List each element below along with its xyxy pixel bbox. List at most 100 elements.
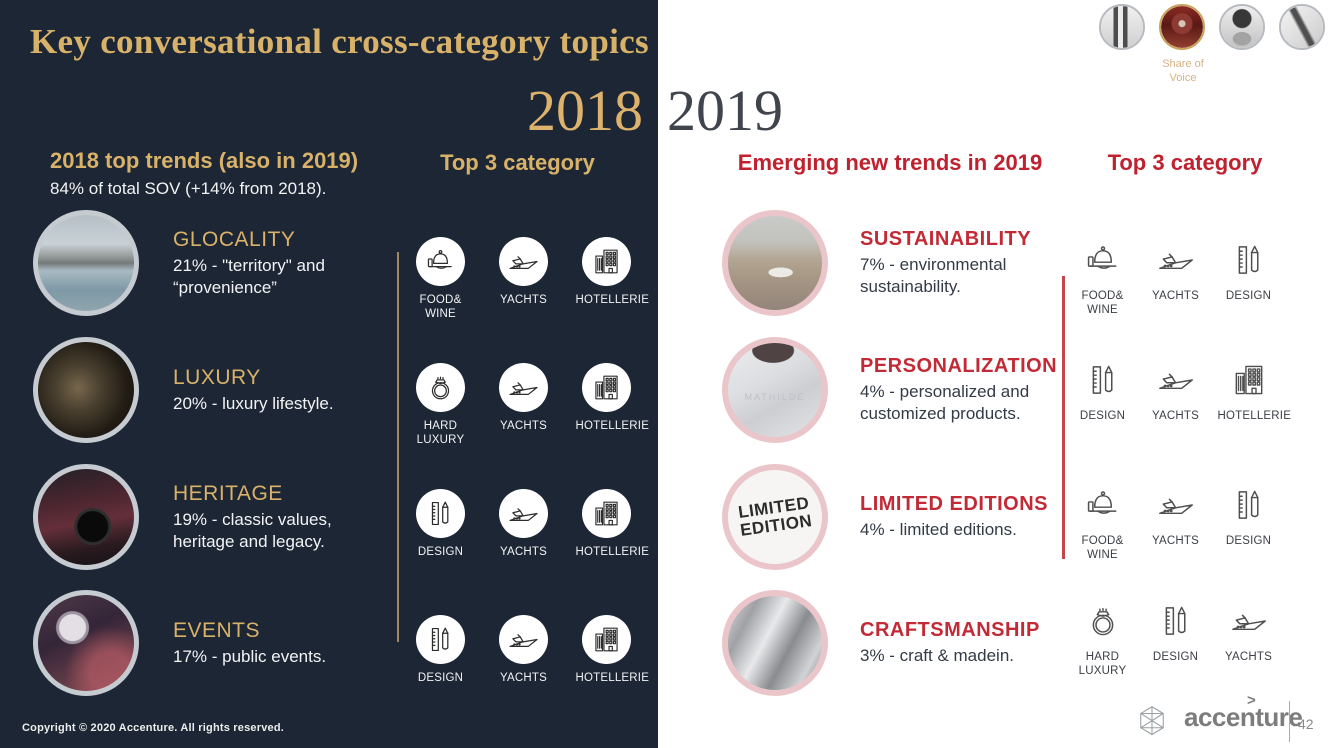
woman-photo [1221,6,1263,48]
red-divider-line [1062,276,1065,559]
right-top3-row-personalization: DESIGN YACHTS HOTELLERIE [1066,357,1292,423]
category-hotellerie: HOTELLERIE [565,615,650,685]
left-trends-subheader: 84% of total SOV (+14% from 2018). [50,179,327,198]
yacht-icon [1153,237,1199,283]
trend-row-heritage: HERITAGE 19% - classic values, heritage … [33,464,403,570]
ring-icon [1080,598,1126,644]
trend-description: 17% - public events. [173,646,327,666]
category-yachts: YACHTS [482,237,565,322]
trend-row-craftsmanship: CRAFTSMANSHIP 3% - craft & madein. [722,590,1112,696]
hotel-buildings-icon [582,615,631,664]
press-photo [1101,6,1143,48]
year-2019-label: 2019 [667,78,783,143]
category-label: YACHTS [500,546,547,558]
category-label: DESIGN [417,672,464,684]
food-wine-icon [416,237,465,286]
avatar-woman-portrait[interactable] [1219,4,1265,50]
category-design: DESIGN [1139,598,1212,679]
share-of-voice-label: Share of Voice [1162,58,1204,85]
trend-text: HERITAGE 19% - classic values, heritage … [173,482,378,553]
category-design: DESIGN [1066,357,1139,423]
trend-text: LUXURY 20% - luxury lifestyle. [173,366,334,415]
hotel-buildings-icon [582,489,631,538]
ruler-pencil-icon [1153,598,1199,644]
trend-title: EVENTS [173,618,261,642]
category-label: YACHTS [1225,651,1272,663]
avatar-dancer[interactable] [1279,4,1325,50]
microphone-photo [1161,6,1203,48]
category-yachts: YACHTS [1139,237,1212,318]
left-trends-header: 2018 top trends (also in 2019) [50,148,359,173]
trend-title: LIMITED EDITIONS [860,493,1048,516]
trend-title: PERSONALIZATION [860,355,1058,378]
yacht-icon [499,237,548,286]
category-hotellerie: HOTELLERIE [565,237,649,322]
left-top3-header: Top 3 category [440,150,595,175]
trend-description: 21% - "territory" and “provenience” [173,255,325,297]
trend-text: SUSTAINABILITY 7% - environmental sustai… [860,228,1080,298]
left-top3-row-heritage: DESIGN YACHTS HOTELLERIE [399,489,649,559]
right-top3-row-limited-editions: FOOD& WINE YACHTS DESIGN [1066,482,1286,563]
category-label: HOTELLERIE [575,672,650,684]
yacht-icon [1226,598,1272,644]
left-top3-row-luxury: HARD LUXURY YACHTS HOTELLERIE [399,363,649,448]
trend-description: 7% - environmental sustainability. [860,255,1007,296]
category-hotellerie: HOTELLERIE [565,489,649,559]
yacht-icon [499,489,548,538]
category-label: YACHTS [1152,410,1199,422]
trend-text: CRAFTSMANSHIP 3% - craft & madein. [860,619,1040,667]
right-top3-row-sustainability: FOOD& WINE YACHTS DESIGN [1066,237,1286,318]
accenture-logo: accenture [1184,702,1303,732]
trend-row-personalization: MATHILDE PERSONALIZATION 4% - personaliz… [722,337,1112,443]
trend-description: 19% - classic values, heritage and legac… [173,509,332,551]
yacht-icon [499,363,548,412]
trend-row-glocality: GLOCALITY 21% - "territory" and “proveni… [33,210,403,316]
yacht-icon [1153,482,1199,528]
category-food-wine: FOOD& WINE [1066,482,1139,563]
trend-photo-disco-party [33,590,139,696]
panel-2018: Key conversational cross-category topics… [0,0,658,748]
category-yachts: YACHTS [1212,598,1285,679]
accenture-greater-than-icon: > [1247,692,1256,709]
category-label: YACHTS [500,672,547,684]
category-yachts: YACHTS [482,615,565,685]
food-wine-icon [1080,482,1126,528]
category-hotellerie: HOTELLERIE [565,363,649,448]
left-top3-row-glocality: FOOD& WINE YACHTS HOTELLERIE [399,237,649,322]
trend-text: LIMITED EDITIONS 4% - limited editions. [860,493,1048,541]
trend-photo-man-in-suit [33,337,139,443]
category-hard-luxury: HARD LUXURY [1066,598,1139,679]
trend-photo-personalized-jacket: MATHILDE [722,337,828,443]
avatar-press-clippings[interactable] [1099,4,1145,50]
category-label: YACHTS [500,294,547,306]
gem-polyhedron-icon [1134,703,1170,739]
category-label: YACHTS [1152,535,1199,547]
trend-description: 4% - limited editions. [860,520,1017,540]
category-food-wine: FOOD& WINE [1066,237,1139,318]
page-title: Key conversational cross-category topics [30,22,649,61]
category-yachts: YACHTS [482,489,565,559]
trend-title: HERITAGE [173,481,283,505]
category-label: HOTELLERIE [1217,410,1292,422]
ruler-pencil-icon [1080,357,1126,403]
trend-title: LUXURY [173,365,261,389]
hotel-buildings-icon [582,363,631,412]
trend-title: GLOCALITY [173,227,296,251]
jacket-embroidery-text: MATHILDE [744,391,806,402]
trend-text: EVENTS 17% - public events. [173,619,326,668]
ruler-pencil-icon [416,489,465,538]
category-design: DESIGN [1212,482,1285,563]
trend-photo-metallic-leather [722,590,828,696]
category-label: DESIGN [1225,290,1272,302]
category-label: DESIGN [417,546,464,558]
trend-photo-limited-edition-lettering: LIMITED EDITION [722,464,828,570]
trend-description: 20% - luxury lifestyle. [173,393,334,413]
category-yachts: YACHTS [1139,357,1212,423]
category-yachts: YACHTS [1139,482,1212,563]
page-number-divider [1289,701,1290,742]
category-yachts: YACHTS [482,363,565,448]
category-hard-luxury: HARD LUXURY [399,363,482,448]
category-label: FOOD& WINE [419,294,462,321]
avatar-share-of-voice-microphone[interactable] [1159,4,1205,50]
hotel-buildings-icon [1226,357,1272,403]
